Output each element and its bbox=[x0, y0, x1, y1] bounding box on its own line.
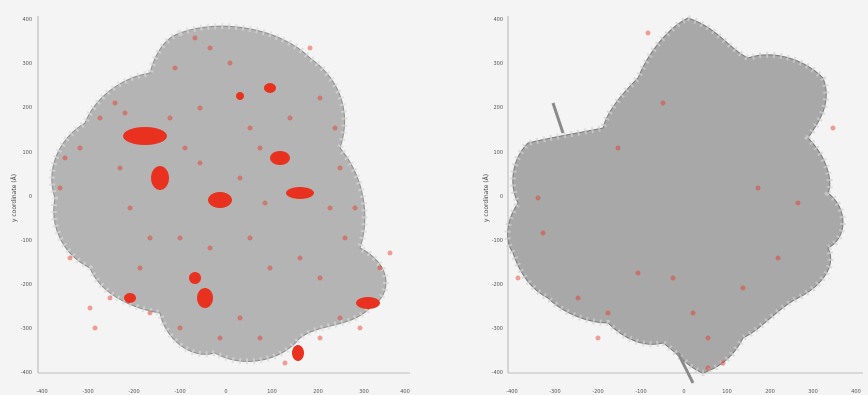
y-tick: 200 bbox=[22, 105, 32, 111]
y-tick: -400 bbox=[21, 370, 32, 376]
x-tick: 200 bbox=[765, 389, 775, 395]
hotspot bbox=[292, 345, 304, 361]
hotspot bbox=[197, 288, 213, 308]
x-tick: 0 bbox=[682, 389, 685, 395]
y-tick: 400 bbox=[22, 17, 32, 23]
left-y-ticks: 400 300 200 100 0 -100 -200 -300 -400 bbox=[21, 17, 32, 376]
hotspot bbox=[356, 297, 380, 309]
y-tick: -100 bbox=[21, 238, 32, 244]
hotspot bbox=[208, 192, 232, 208]
right-protein-texture bbox=[504, 14, 846, 377]
y-tick: -300 bbox=[21, 326, 32, 332]
left-scatter-points bbox=[57, 35, 393, 366]
right-y-ticks: 400 300 200 100 0 -100 -200 -300 -400 bbox=[492, 17, 503, 376]
right-scatter-points bbox=[515, 30, 836, 371]
y-tick: 300 bbox=[493, 61, 503, 67]
left-plot: 400 300 200 100 0 -100 -200 -300 -400 -4… bbox=[11, 16, 410, 395]
y-tick: 100 bbox=[493, 150, 503, 156]
right-plot: 400 300 200 100 0 -100 -200 -300 -400 -4… bbox=[483, 14, 863, 395]
left-hotspots bbox=[123, 83, 380, 361]
hotspot bbox=[151, 166, 169, 190]
y-tick: 100 bbox=[22, 150, 32, 156]
hotspot bbox=[270, 151, 290, 165]
x-tick: -400 bbox=[506, 389, 517, 395]
hotspot bbox=[189, 272, 201, 284]
right-y-label: y coordinate (Å) bbox=[483, 174, 490, 222]
x-tick: -400 bbox=[36, 389, 47, 395]
y-tick: -100 bbox=[492, 238, 503, 244]
hotspot bbox=[124, 293, 136, 303]
y-tick: 200 bbox=[493, 105, 503, 111]
right-protein-surface bbox=[507, 17, 844, 374]
x-tick: 400 bbox=[851, 389, 861, 395]
protruding-strand bbox=[551, 102, 565, 134]
right-panel: 400 300 200 100 0 -100 -200 -300 -400 -4… bbox=[478, 8, 868, 395]
x-tick: 0 bbox=[224, 389, 227, 395]
x-tick: 400 bbox=[400, 389, 410, 395]
x-tick: 300 bbox=[359, 389, 369, 395]
x-tick: 100 bbox=[722, 389, 732, 395]
x-tick: -200 bbox=[592, 389, 603, 395]
y-tick: -200 bbox=[492, 282, 503, 288]
right-x-ticks: -400 -300 -200 -100 0 100 200 300 400 bbox=[506, 389, 860, 395]
x-tick: -200 bbox=[128, 389, 139, 395]
y-tick: -200 bbox=[21, 282, 32, 288]
x-tick: 100 bbox=[267, 389, 277, 395]
left-panel: 400 300 200 100 0 -100 -200 -300 -400 -4… bbox=[0, 8, 420, 395]
y-tick: -300 bbox=[492, 326, 503, 332]
x-tick: 200 bbox=[313, 389, 323, 395]
x-tick: -100 bbox=[174, 389, 185, 395]
hotspot bbox=[123, 127, 167, 145]
y-tick: -400 bbox=[492, 370, 503, 376]
x-tick: 300 bbox=[808, 389, 818, 395]
y-tick: 300 bbox=[22, 61, 32, 67]
y-tick: 400 bbox=[493, 17, 503, 23]
hotspot bbox=[286, 187, 314, 199]
left-x-ticks: -400 -300 -200 -100 0 100 200 300 400 bbox=[36, 389, 409, 395]
x-tick: -100 bbox=[635, 389, 646, 395]
protruding-strand bbox=[676, 352, 695, 384]
left-y-label: y coordinate (Å) bbox=[11, 174, 18, 222]
hotspot bbox=[236, 92, 244, 100]
right-protein-cluster bbox=[504, 14, 846, 384]
hotspot bbox=[264, 83, 276, 93]
y-tick: 0 bbox=[29, 194, 32, 200]
y-tick: 0 bbox=[500, 194, 503, 200]
x-tick: -300 bbox=[82, 389, 93, 395]
x-tick: -300 bbox=[549, 389, 560, 395]
